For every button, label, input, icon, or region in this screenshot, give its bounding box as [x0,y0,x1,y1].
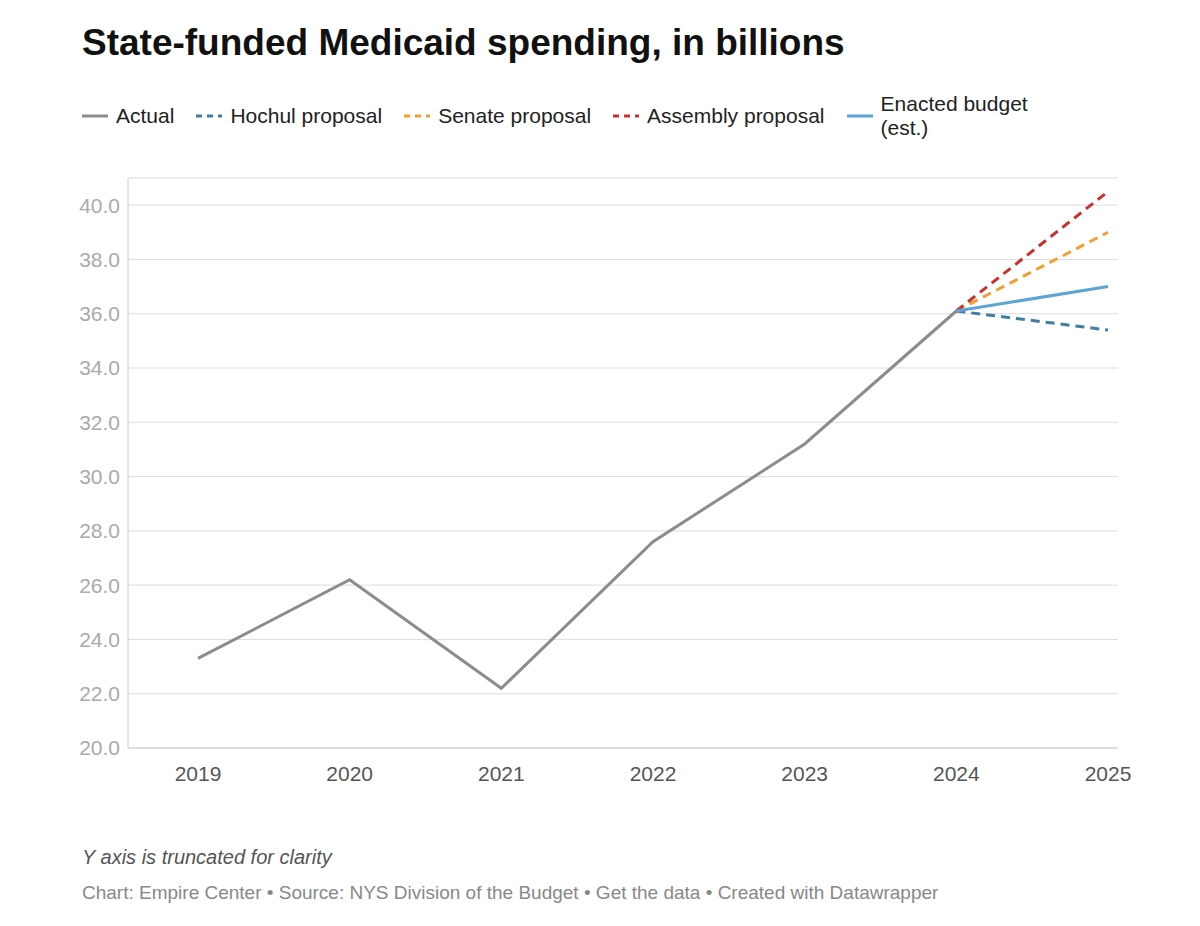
svg-text:38.0: 38.0 [79,248,120,271]
html-text:Senate proposal: Senate proposal [438,104,592,127]
svg-text:2022: 2022 [630,762,677,785]
svg-text:32.0: 32.0 [79,411,120,434]
html-text:Actual: Actual [116,104,175,127]
svg-text:2023: 2023 [781,762,828,785]
html-text:Chart: Empire Center • Source:: Chart: Empire Center • Source: NYS Divis… [82,882,939,903]
svg-text:40.0: 40.0 [79,194,120,217]
svg-text:30.0: 30.0 [79,465,120,488]
svg-text:2019: 2019 [175,762,222,785]
svg-text:2024: 2024 [933,762,980,785]
svg-text:20.0: 20.0 [79,736,120,759]
svg-text:2020: 2020 [326,762,373,785]
svg-text:28.0: 28.0 [79,519,120,542]
svg-text:22.0: 22.0 [79,682,120,705]
html-text:Assembly proposal: Assembly proposal [647,104,825,127]
html-text:Y axis is truncated for clarit: Y axis is truncated for clarity [82,846,332,868]
svg-text:24.0: 24.0 [79,628,120,651]
html-text:Enacted budget (est.): Enacted budget (est.) [880,92,1028,139]
svg-text:2025: 2025 [1085,762,1132,785]
svg-text:36.0: 36.0 [79,302,120,325]
svg-text:2021: 2021 [478,762,525,785]
html-text:State-funded Medicaid spending: State-funded Medicaid spending, in billi… [82,22,845,63]
svg-text:26.0: 26.0 [79,574,120,597]
html-text:Hochul proposal: Hochul proposal [230,104,383,127]
svg-text:34.0: 34.0 [79,356,120,379]
